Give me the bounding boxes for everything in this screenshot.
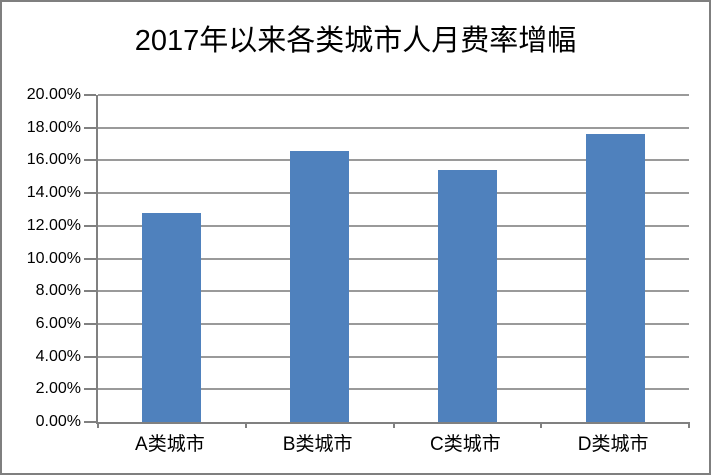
- y-axis-tick-label: 4.00%: [35, 347, 81, 365]
- y-axis-tick-label: 18.00%: [26, 118, 81, 136]
- x-axis-tick: [392, 422, 395, 428]
- y-axis-tick: [84, 355, 96, 358]
- x-axis-tick: [688, 422, 690, 428]
- y-axis-tick-label: 16.00%: [26, 151, 81, 169]
- gridline: [98, 192, 689, 195]
- gridline: [98, 388, 689, 391]
- y-axis-tick-label: 2.00%: [35, 380, 81, 398]
- y-axis-tick-label: 6.00%: [35, 314, 81, 332]
- x-axis-category-label: B类城市: [282, 434, 353, 455]
- y-axis-tick: [84, 224, 96, 227]
- bar-D类城市: [585, 134, 645, 422]
- y-axis-tick-label: 14.00%: [26, 184, 81, 202]
- y-axis-tick-label: 0.00%: [35, 413, 81, 430]
- y-axis-tick: [84, 94, 96, 96]
- bar-B类城市: [290, 150, 350, 422]
- x-axis-tick: [244, 422, 247, 428]
- gridline: [98, 355, 689, 358]
- gridline: [98, 224, 689, 227]
- bar-A类城市: [142, 212, 202, 422]
- gridline: [98, 257, 689, 260]
- gridline: [98, 126, 689, 129]
- y-axis-tick: [84, 126, 96, 129]
- gridline: [98, 159, 689, 162]
- y-axis-tick-label: 8.00%: [35, 282, 81, 300]
- y-axis-tick: [84, 322, 96, 325]
- gridline: [98, 290, 689, 293]
- y-axis-tick: [84, 159, 96, 162]
- plot-area: [84, 94, 690, 428]
- chart-title: 2017年以来各类城市人月费率增幅: [134, 25, 577, 57]
- y-axis-tick-label: 12.00%: [26, 216, 81, 234]
- gridline: [98, 322, 689, 325]
- y-axis-tick-label: 20.00%: [26, 86, 81, 103]
- x-axis-tick: [540, 422, 543, 428]
- y-axis-tick: [84, 388, 96, 391]
- x-axis-tick: [97, 422, 99, 428]
- x-axis-category-label: A类城市: [135, 434, 205, 455]
- bar-C类城市: [437, 170, 497, 422]
- y-axis-tick-label: 10.00%: [26, 249, 81, 267]
- x-axis-category-label: D类城市: [577, 434, 649, 455]
- y-axis-tick: [84, 290, 96, 293]
- y-axis-tick: [84, 421, 96, 423]
- x-axis-category-label: C类城市: [430, 434, 501, 455]
- y-axis-tick: [84, 192, 96, 195]
- y-axis-tick: [84, 257, 96, 260]
- gridline: [98, 94, 689, 96]
